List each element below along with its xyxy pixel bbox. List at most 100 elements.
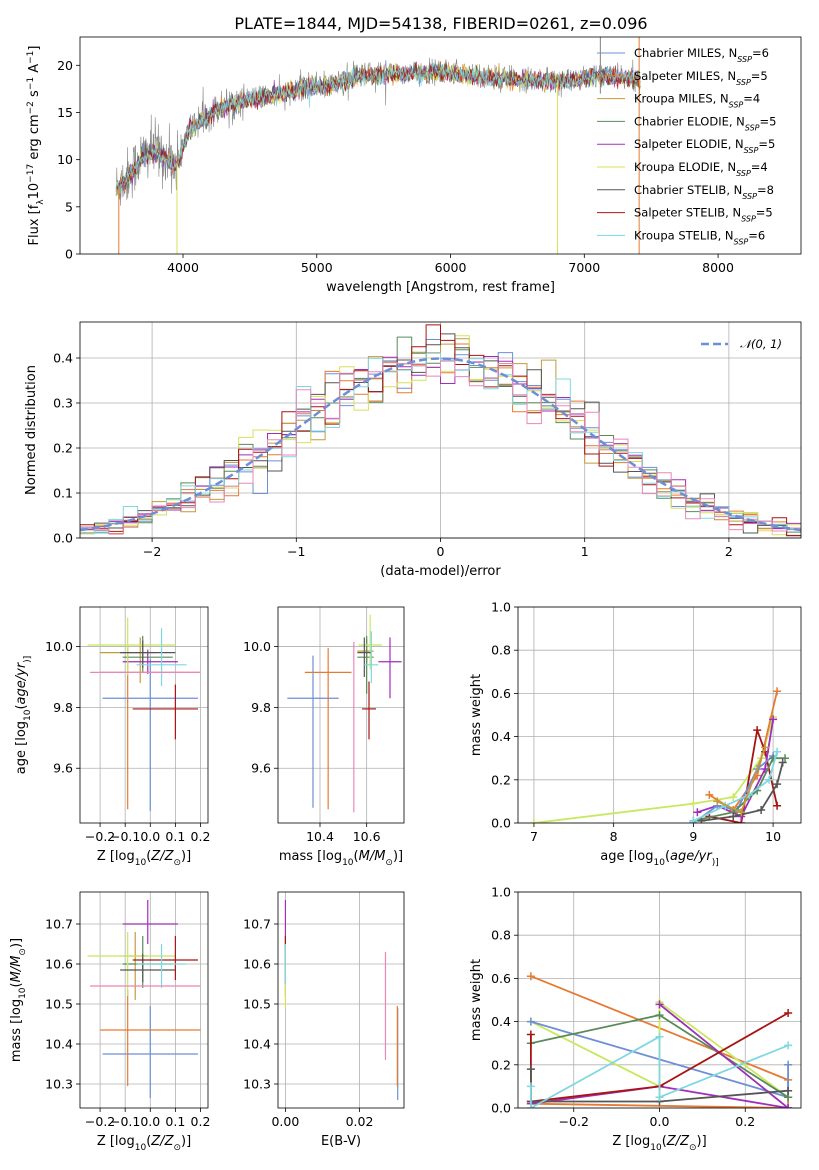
weight-marker bbox=[655, 1000, 664, 1009]
x-axis-label: Z [log10(Z/Z⊙)] bbox=[97, 1134, 191, 1153]
plot-area bbox=[287, 614, 402, 813]
legend-entry: Salpeter STELIB, NSSP=5 bbox=[634, 206, 773, 224]
weight-marker bbox=[655, 1032, 664, 1041]
chart-age_vs_mass: mass [log10(M/M⊙)] 10.4 10.6 9.6 9.8 10.0 bbox=[243, 606, 405, 868]
legend-entry: Chabrier ELODIE, NSSP=5 bbox=[634, 114, 776, 131]
x-tick-label: 0.1 bbox=[165, 1114, 185, 1129]
y-tick-label: 0.0 bbox=[491, 816, 511, 831]
spectrum-model-line bbox=[115, 62, 641, 196]
y-tick-label: 1.0 bbox=[491, 885, 511, 900]
weight-series-line bbox=[530, 1003, 790, 1108]
y-tick-label: 10.4 bbox=[243, 1037, 271, 1052]
x-tick-label: 10.6 bbox=[353, 829, 381, 844]
chart-mass_vs_ebv: E(B-V) 0.00 0.02 10.3 10.4 10.5 10.6 10.7 bbox=[243, 891, 405, 1149]
y-tick-label: 0.8 bbox=[491, 643, 511, 658]
plot-area bbox=[87, 900, 201, 1098]
x-tick-label: 8000 bbox=[702, 260, 734, 275]
x-tick-label: −2 bbox=[143, 544, 161, 559]
y-axis-label: mass weight bbox=[469, 959, 484, 1041]
plot-area bbox=[284, 900, 399, 1100]
x-tick-label: 0.1 bbox=[165, 829, 185, 844]
x-tick-label: 0.2 bbox=[191, 829, 211, 844]
y-axis-label: age [log10(age/yr)] bbox=[14, 656, 33, 774]
legend-entry: Salpeter ELODIE, NSSP=5 bbox=[634, 137, 775, 155]
axes-frame bbox=[277, 891, 405, 1109]
x-tick-label: 10.4 bbox=[306, 829, 334, 844]
weight-marker bbox=[765, 775, 774, 784]
x-tick-label: 0.0 bbox=[650, 1114, 670, 1129]
y-tick-label: 10.3 bbox=[45, 1077, 73, 1092]
y-tick-label: 0.6 bbox=[491, 686, 511, 701]
y-tick-label: 0.2 bbox=[491, 1057, 511, 1072]
legend-entry: Chabrier STELIB, NSSP=8 bbox=[634, 183, 774, 201]
y-axis-label: mass weight bbox=[469, 674, 484, 756]
y-tick-label: 0.3 bbox=[53, 396, 73, 411]
weight-marker bbox=[784, 1008, 793, 1017]
x-tick-label: 0.2 bbox=[735, 1114, 755, 1129]
y-tick-label: 9.8 bbox=[53, 700, 73, 715]
weight-marker bbox=[713, 797, 722, 806]
x-tick-label: −0.2 bbox=[85, 1114, 115, 1129]
x-axis-label: E(B-V) bbox=[321, 1134, 361, 1149]
y-axis-label: Normed distribution bbox=[24, 365, 39, 495]
weight-marker bbox=[778, 758, 787, 767]
axes-frame bbox=[79, 36, 802, 255]
weight-marker bbox=[655, 1011, 664, 1020]
weight-marker bbox=[655, 1093, 664, 1102]
weight-marker bbox=[784, 1104, 793, 1108]
weight-marker bbox=[773, 687, 782, 696]
y-tick-label: 10.6 bbox=[243, 957, 271, 972]
x-tick-label: 7 bbox=[530, 829, 538, 844]
legend: Chabrier MILES, NSSP=6 Salpeter MILES, NS… bbox=[597, 46, 776, 246]
x-tick-label: 6000 bbox=[435, 260, 467, 275]
axes-frame bbox=[517, 606, 802, 824]
y-tick-label: 0.1 bbox=[53, 486, 73, 501]
x-tick-label: 0.02 bbox=[346, 1114, 374, 1129]
x-tick-label: 0 bbox=[437, 544, 445, 559]
x-tick-label: 4000 bbox=[167, 260, 199, 275]
weight-marker bbox=[784, 1041, 793, 1050]
y-tick-label: 20 bbox=[57, 58, 73, 73]
weight-marker bbox=[526, 1065, 535, 1074]
x-tick-label: 1 bbox=[581, 544, 589, 559]
weight-marker bbox=[526, 1030, 535, 1039]
figure-title: PLATE=1844, MJD=54138, FIBERID=0261, z=0… bbox=[234, 14, 647, 33]
y-tick-label: 5 bbox=[65, 199, 73, 214]
y-tick-label: 0.4 bbox=[491, 1014, 511, 1029]
weight-marker bbox=[529, 819, 538, 823]
normal-curve bbox=[80, 357, 801, 532]
weight-marker bbox=[526, 1104, 535, 1108]
x-axis-label: (data-model)/error bbox=[380, 564, 501, 579]
x-axis-label: Z [log10(Z/Z⊙)] bbox=[97, 849, 191, 868]
y-tick-label: 0.0 bbox=[53, 531, 73, 546]
histogram-series bbox=[80, 360, 801, 538]
y-tick-label: 1.0 bbox=[491, 600, 511, 615]
weight-marker bbox=[773, 780, 782, 789]
legend-entry: Salpeter MILES, NSSP=5 bbox=[634, 69, 768, 87]
y-tick-label: 15 bbox=[57, 105, 73, 120]
x-tick-label: 5000 bbox=[301, 260, 333, 275]
weight-marker bbox=[705, 790, 714, 799]
chart-weight_vs_Z: Z [log10(Z/Z⊙)] mass weight −0.2 0.0 0.2 0.0 0… bbox=[469, 885, 802, 1153]
y-tick-label: 10.5 bbox=[45, 997, 73, 1012]
x-axis-label: mass [log10(M/M⊙)] bbox=[279, 849, 403, 868]
y-tick-label: 0.4 bbox=[491, 729, 511, 744]
x-tick-label: 0.00 bbox=[271, 1114, 299, 1129]
weight-series-line bbox=[708, 690, 778, 812]
weight-marker bbox=[784, 1086, 793, 1095]
weight-marker bbox=[729, 812, 738, 821]
x-tick-label: −0.1 bbox=[110, 829, 140, 844]
x-tick-label: 7000 bbox=[568, 260, 600, 275]
weight-marker bbox=[526, 972, 535, 981]
x-tick-label: −0.1 bbox=[110, 1114, 140, 1129]
y-axis-label: mass [log10(M/M⊙)] bbox=[9, 938, 28, 1062]
x-tick-label: 8 bbox=[610, 829, 618, 844]
weight-marker bbox=[689, 816, 698, 823]
weight-marker bbox=[753, 726, 762, 735]
y-tick-label: 0.8 bbox=[491, 928, 511, 943]
weight-marker bbox=[693, 808, 702, 817]
x-tick-label: 2 bbox=[725, 544, 733, 559]
x-axis-label: wavelength [Angstrom, rest frame] bbox=[326, 280, 555, 295]
weight-marker bbox=[773, 747, 782, 756]
x-axis-label: Z [log10(Z/Z⊙)] bbox=[612, 1134, 706, 1153]
